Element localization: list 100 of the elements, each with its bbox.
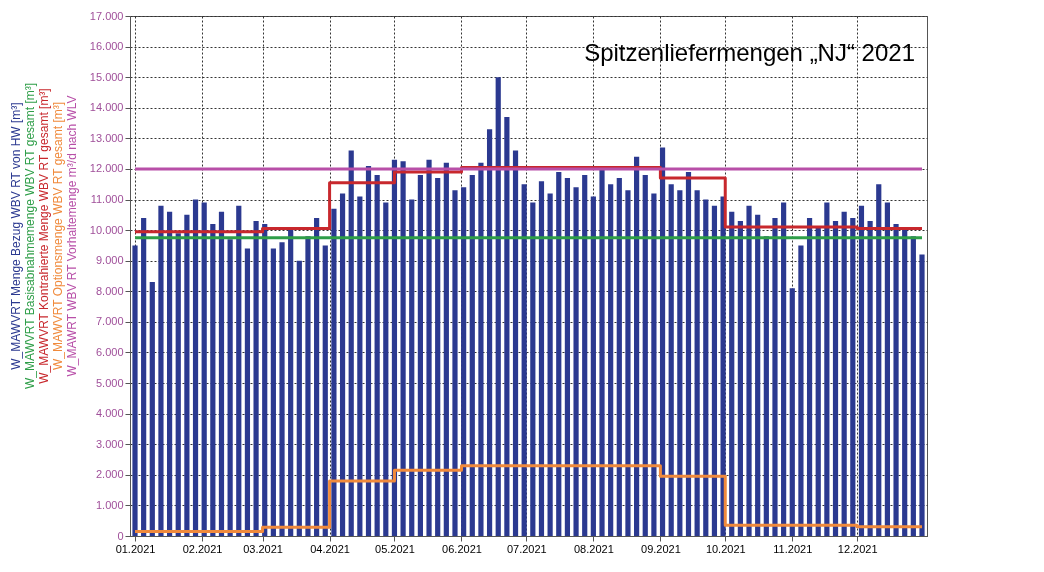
- bar: [599, 168, 605, 536]
- y-tick-label: 16.000: [89, 40, 124, 53]
- bar: [910, 236, 916, 536]
- text: W_MAWVRT Optionsmenge WBV RT gesamt [m³]: [51, 101, 65, 371]
- bar: [789, 288, 795, 536]
- bar: [357, 196, 363, 536]
- bar: [166, 211, 173, 536]
- bar: [201, 202, 207, 536]
- y-tick-label: 6.000: [95, 345, 124, 358]
- x-tick-label: 01.2021: [115, 542, 156, 555]
- bar: [772, 217, 778, 536]
- bar: [590, 196, 596, 536]
- y-tick-label: 9.000: [95, 254, 124, 267]
- bar: [322, 245, 328, 536]
- bar: [703, 199, 709, 536]
- bar: [824, 202, 830, 536]
- bar: [417, 175, 423, 536]
- y-tick-label: 4.000: [95, 407, 124, 420]
- y-tick-label: 17.000: [89, 9, 124, 22]
- bar: [210, 224, 216, 536]
- bar: [374, 175, 380, 536]
- bar: [737, 220, 743, 536]
- bar: [867, 220, 873, 536]
- bar: [642, 175, 648, 536]
- bar: [521, 184, 527, 536]
- bar: [227, 239, 233, 536]
- bar: [668, 184, 674, 536]
- bar: [141, 217, 147, 536]
- bar: [149, 282, 155, 536]
- bar: [884, 202, 891, 536]
- bar: [547, 193, 553, 536]
- bar: [218, 211, 225, 536]
- bar: [850, 217, 856, 536]
- bar: [634, 156, 640, 536]
- bar: [651, 193, 657, 536]
- bar: [175, 233, 181, 536]
- y-tick-label: 7.000: [95, 315, 124, 328]
- bar: [538, 181, 545, 536]
- bar: [435, 178, 441, 536]
- bar: [858, 205, 865, 536]
- bar: [331, 208, 337, 536]
- bar: [452, 190, 458, 536]
- x-tick-label: 04.2021: [310, 542, 350, 555]
- bar: [339, 193, 346, 536]
- bar: [806, 217, 813, 536]
- bar: [296, 260, 302, 536]
- bar: [573, 187, 579, 536]
- text: W_MAWVRT Kontrahierte Menge WBV RT gesamt [m³]: [37, 88, 51, 384]
- x-tick-label: 09.2021: [641, 542, 681, 555]
- bar: [279, 242, 285, 536]
- y-tick-label: 8.000: [95, 284, 124, 297]
- bar: [677, 190, 683, 536]
- y-tick-label: 10.000: [89, 223, 124, 236]
- x-tick-label: 12.2021: [837, 542, 878, 555]
- y-tick-label: 0: [117, 529, 124, 542]
- bar: [132, 245, 138, 536]
- bar: [720, 196, 726, 536]
- x-tick-label: 03.2021: [243, 542, 283, 555]
- bar: [495, 77, 501, 536]
- bar: [530, 202, 536, 536]
- bar: [158, 205, 164, 536]
- y-tick-label: 12.000: [89, 162, 124, 175]
- bar: [781, 202, 787, 536]
- y-tick-label: 2.000: [95, 468, 124, 481]
- bar: [893, 224, 899, 536]
- bar: [184, 214, 190, 536]
- bar: [192, 199, 199, 536]
- y-tick-label: 15.000: [89, 70, 124, 83]
- bar: [244, 248, 251, 536]
- x-tick-label: 07.2021: [506, 542, 547, 555]
- text: Spitzenliefermengen „NJ“ 2021: [584, 39, 915, 66]
- bar: [512, 150, 519, 536]
- bar: [486, 129, 493, 536]
- y-tick-label: 14.000: [89, 101, 124, 114]
- bar: [832, 220, 839, 536]
- y-tick-label: 3.000: [95, 437, 124, 450]
- bar: [729, 211, 735, 536]
- bar: [478, 162, 484, 536]
- bar: [556, 172, 562, 536]
- bar: [694, 190, 700, 536]
- bar: [262, 224, 268, 536]
- bar: [659, 147, 666, 536]
- bar: [711, 205, 718, 536]
- x-tick-label: 08.2021: [573, 542, 614, 555]
- bar: [469, 175, 475, 536]
- bar: [443, 162, 449, 536]
- bar: [746, 205, 752, 536]
- bar: [253, 220, 259, 536]
- bar: [348, 150, 354, 536]
- bar: [391, 159, 398, 536]
- bar: [314, 217, 320, 536]
- y-tick-label: 11.000: [90, 193, 124, 206]
- bar: [400, 161, 406, 536]
- bar: [383, 202, 389, 536]
- text: W_MAWVRT Menge Bezug WBV RT von HW [m³]: [9, 102, 23, 370]
- x-tick-label: 05.2021: [375, 542, 415, 555]
- bar: [582, 175, 588, 536]
- y-tick-label: 5.000: [95, 376, 124, 389]
- bar: [288, 227, 294, 536]
- bar: [305, 236, 311, 536]
